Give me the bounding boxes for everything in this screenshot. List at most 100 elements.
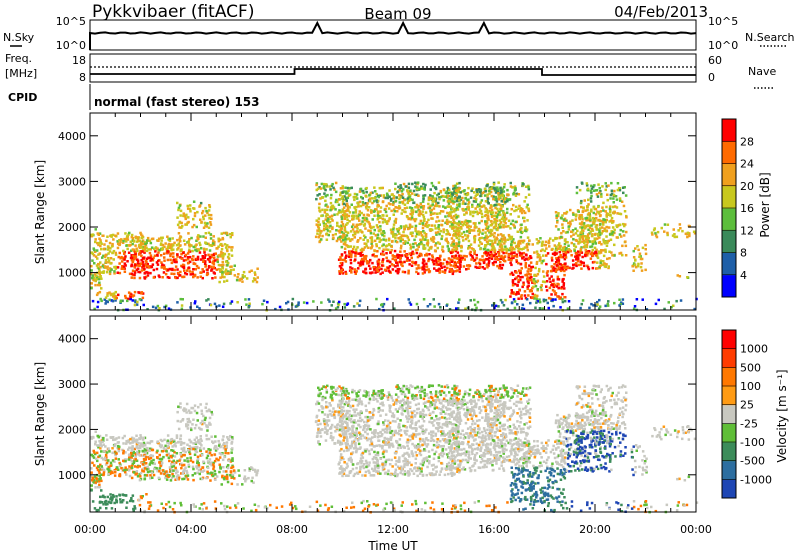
range-cell: [390, 209, 393, 213]
range-cell: [314, 235, 318, 239]
range-cell: [609, 238, 613, 241]
range-cell: [352, 245, 356, 249]
range-cell: [256, 276, 259, 279]
range-cell: [231, 447, 234, 450]
range-cell: [179, 214, 182, 217]
range-cell: [161, 276, 164, 279]
range-cell: [106, 235, 109, 238]
range-cell: [428, 196, 431, 199]
range-cell: [536, 300, 540, 303]
range-cell: [192, 255, 195, 258]
range-cell: [574, 213, 578, 216]
range-cell: [561, 223, 564, 226]
range-cell: [194, 442, 198, 445]
range-cell: [94, 228, 97, 231]
range-cell: [95, 249, 99, 252]
range-cell: [339, 256, 342, 259]
range-cell: [483, 238, 487, 242]
range-cell: [114, 471, 117, 474]
range-cell: [415, 232, 419, 236]
range-cell: [368, 194, 371, 197]
range-cell: [409, 245, 413, 249]
range-cell: [324, 223, 328, 226]
range-cell: [132, 451, 135, 454]
range-cell: [99, 239, 102, 242]
range-cell: [381, 233, 384, 237]
range-cell: [472, 249, 476, 252]
range-cell: [591, 254, 595, 257]
range-cell: [135, 440, 138, 444]
range-cell: [340, 263, 344, 267]
range-cell: [139, 243, 143, 246]
range-cell: [427, 218, 430, 222]
range-cell: [129, 243, 132, 247]
range-cell: [540, 284, 543, 287]
range-cell: [91, 233, 95, 236]
range-cell: [221, 252, 224, 255]
range-cell: [363, 255, 366, 258]
range-cell: [359, 263, 362, 266]
range-cell: [189, 446, 192, 449]
range-cell: [136, 259, 140, 262]
range-cell: [457, 238, 461, 241]
range-cell: [222, 271, 225, 274]
range-cell: [481, 191, 484, 195]
range-cell: [499, 257, 503, 260]
range-cell: [149, 248, 152, 251]
range-cell: [169, 252, 173, 256]
range-cell: [578, 188, 582, 192]
range-cell: [302, 301, 306, 304]
range-cell: [545, 247, 548, 250]
range-cell: [160, 261, 163, 264]
range-cell: [348, 220, 351, 223]
range-cell: [343, 251, 347, 254]
range-cell: [517, 244, 521, 248]
range-cell: [360, 222, 363, 226]
range-cell: [473, 258, 477, 262]
range-cell: [241, 276, 245, 279]
range-cell: [457, 198, 461, 202]
range-cell: [534, 266, 537, 270]
range-cell: [405, 234, 409, 238]
range-cell: [433, 204, 437, 208]
range-cell: [199, 201, 203, 205]
range-cell: [575, 186, 579, 189]
range-cell: [107, 447, 110, 450]
range-cell: [498, 195, 501, 199]
range-cell: [563, 269, 566, 273]
range-cell: [316, 229, 319, 232]
range-cell: [511, 279, 515, 282]
range-cell: [394, 217, 398, 221]
range-cell: [495, 219, 499, 223]
range-cell: [500, 207, 503, 211]
range-cell: [456, 269, 459, 272]
range-cell: [363, 242, 366, 245]
range-cell: [454, 248, 457, 251]
range-cell: [226, 436, 229, 439]
range-cell: [505, 251, 508, 255]
range-cell: [574, 227, 577, 230]
range-cell: [631, 265, 634, 268]
range-cell: [515, 253, 519, 256]
range-cell: [613, 211, 616, 214]
range-cell: [362, 191, 365, 195]
range-cell: [374, 234, 378, 237]
range-cell: [181, 449, 185, 453]
range-cell: [94, 440, 97, 443]
range-cell: [504, 238, 507, 242]
range-cell: [513, 282, 517, 286]
range-cell: [520, 223, 523, 226]
range-cell: [454, 213, 458, 217]
range-cell: [586, 251, 590, 255]
range-cell: [138, 437, 142, 441]
range-cell: [199, 477, 202, 481]
range-cell: [468, 246, 471, 249]
range-cell: [591, 229, 595, 232]
range-cell: [595, 216, 598, 220]
range-cell: [192, 478, 195, 482]
range-cell: [144, 448, 147, 452]
range-cell: [497, 305, 500, 308]
range-cell: [433, 197, 437, 200]
range-cell: [405, 206, 409, 209]
range-cell: [550, 248, 554, 251]
